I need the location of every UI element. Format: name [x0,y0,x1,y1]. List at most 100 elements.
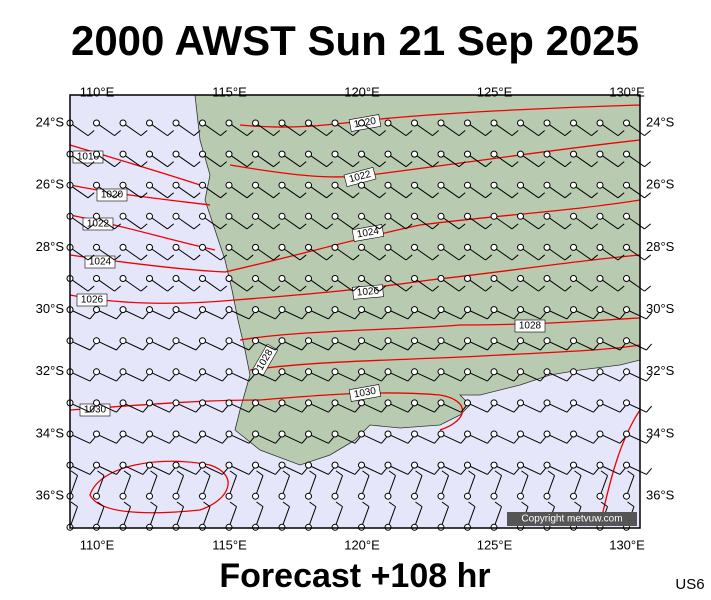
barb-feather [362,470,370,476]
barb-station [570,243,577,251]
barb-feather [485,223,493,230]
barb-feather [116,312,123,320]
copyright: Copyright metvuw.com [521,514,622,525]
barb-shaft [496,124,513,137]
barb-station [437,399,445,407]
barb-station [199,461,206,469]
barb-station [570,492,577,500]
barb-feather [564,285,572,292]
barb-feather [169,467,176,475]
barb-station [172,306,180,314]
barb-station [543,119,551,127]
barb-station [596,243,604,251]
barb-feather [176,501,184,508]
barb-shaft [152,434,170,444]
barb-feather [229,501,237,508]
barb-station [543,212,551,220]
barb-feather [379,161,387,168]
barb-station [172,212,180,220]
barb-shaft [337,341,356,351]
barb-station [93,430,100,438]
barb-station [278,430,286,438]
barb-shaft [602,155,619,168]
barb-shaft [576,310,594,320]
barb-feather [275,374,282,382]
barb-feather [617,254,625,261]
barb-shaft [390,341,409,351]
barb-feather [513,436,520,444]
barb-station [570,119,577,127]
barb-shaft [282,506,290,525]
barb-station [331,337,339,345]
barb-station [305,212,312,220]
barb-station [411,212,418,220]
barb-feather [407,312,414,320]
barb-station [146,368,153,376]
barb-station [199,150,206,158]
barb-shaft [390,403,409,413]
barb-shaft [468,506,476,525]
barb-shaft [335,475,343,494]
barb-shaft [496,465,515,475]
barb-shaft [521,475,529,494]
barb-shaft [443,465,462,475]
barb-feather [140,285,148,292]
barb-feather [195,374,202,382]
barb-shaft [469,155,486,168]
barb-feather [487,467,494,475]
barb-feather [381,343,388,351]
barb-shaft [469,248,486,261]
barb-shaft [99,434,117,444]
barb-shaft [72,341,91,351]
barb-feather [460,343,467,351]
barb-station [225,306,233,314]
barb-feather [167,192,175,199]
lat-label-left: 26°S [36,177,65,192]
barb-feather [354,436,361,444]
barb-station [278,368,286,376]
barb-feather [328,374,335,382]
barb-feather [248,467,255,475]
lon-label-top: 115°E [212,84,247,99]
barb-station [411,368,418,376]
barb-shaft [602,248,619,261]
barb-station [199,181,206,189]
barb-shaft [469,279,486,292]
barb-station [543,430,551,438]
barb-shaft [602,217,619,230]
barb-feather [140,254,148,261]
barb-feather [540,436,547,444]
lat-label-left: 36°S [36,488,65,503]
barb-feather [566,467,573,475]
barb-shaft [151,248,168,261]
barb-shaft [178,434,197,444]
barb-station [331,430,339,438]
barb-shaft [178,465,197,475]
barb-feather [352,192,360,199]
barb-station [384,461,392,469]
barb-station [358,212,365,220]
barb-shaft [602,124,619,137]
barb-feather [619,405,626,413]
barb-feather [513,312,520,320]
barb-feather [407,374,414,382]
barb-shaft [204,155,221,168]
barb-station [225,243,233,251]
barb-station [490,461,498,469]
barb-shaft [337,279,354,292]
barb-station [384,430,392,438]
barb-shaft [151,217,168,230]
barb-shaft [310,248,327,261]
isobar-label-text: 1026 [356,286,380,299]
barb-feather [407,467,414,475]
barb-feather [646,436,653,444]
barb-station [199,368,206,376]
barb-shaft [205,465,223,475]
barb-shaft [575,186,592,199]
barb-shaft [390,310,409,320]
barb-shaft [362,475,370,494]
barb-station [252,399,259,407]
isobars [69,104,641,526]
barb-station [225,212,233,220]
barb-station [623,243,630,251]
